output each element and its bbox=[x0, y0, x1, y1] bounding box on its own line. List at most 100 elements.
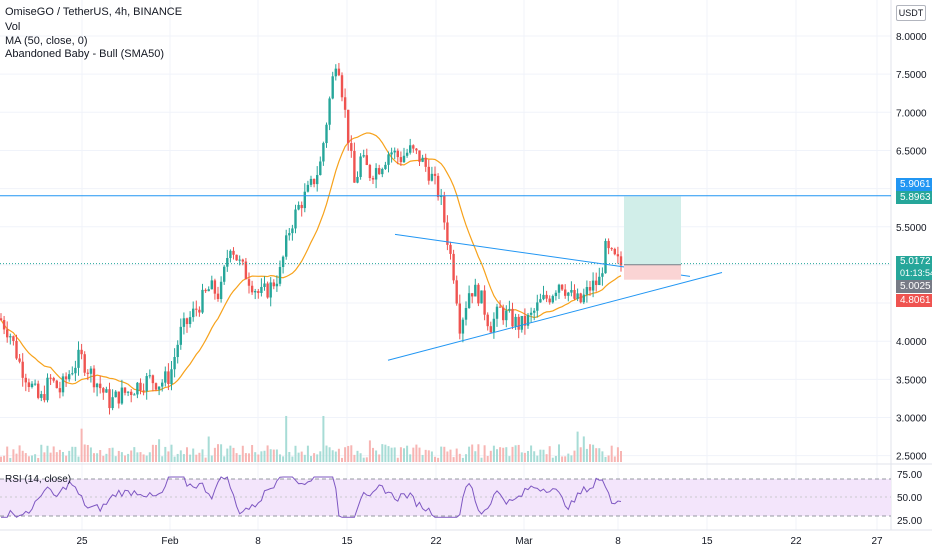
volume-bar bbox=[167, 451, 170, 462]
candle-body bbox=[495, 306, 499, 319]
volume-bar bbox=[251, 445, 254, 462]
candle bbox=[269, 277, 272, 307]
candle bbox=[523, 308, 527, 335]
volume-bar bbox=[86, 444, 89, 462]
candle bbox=[77, 341, 80, 376]
candle-body bbox=[511, 308, 514, 327]
candle bbox=[343, 88, 347, 118]
volume-bar bbox=[34, 454, 37, 462]
candle-body bbox=[539, 299, 542, 303]
candle bbox=[595, 272, 598, 292]
candle bbox=[477, 283, 480, 307]
price-axis-label: 7.5000 bbox=[896, 70, 927, 81]
volume-bar bbox=[130, 450, 133, 462]
volume-bar bbox=[496, 449, 498, 462]
last-price-value: 5.0172 bbox=[900, 256, 931, 267]
candle bbox=[198, 306, 201, 317]
candle-body bbox=[281, 256, 285, 267]
volume-bar bbox=[533, 451, 536, 462]
candle bbox=[421, 154, 424, 163]
volume-bar bbox=[300, 451, 303, 462]
candle-body bbox=[474, 284, 477, 297]
candle bbox=[257, 288, 260, 299]
candle-body bbox=[579, 293, 582, 303]
candle-body bbox=[291, 228, 294, 234]
candle-body bbox=[170, 369, 173, 384]
candle-body bbox=[61, 376, 65, 393]
candle-body bbox=[567, 292, 570, 296]
volume-bar bbox=[89, 447, 92, 462]
candle bbox=[582, 288, 585, 305]
volume-bar bbox=[288, 451, 291, 462]
currency-button[interactable]: USDT bbox=[896, 5, 926, 21]
volume-bar bbox=[430, 451, 433, 462]
candle-body bbox=[247, 279, 251, 286]
candle bbox=[154, 382, 158, 392]
volume-bar bbox=[483, 445, 486, 462]
candle bbox=[505, 305, 508, 328]
volume-bar bbox=[272, 449, 275, 462]
volume-bar bbox=[232, 447, 235, 462]
candle bbox=[567, 291, 570, 302]
candle bbox=[306, 180, 310, 193]
candle-body bbox=[9, 336, 12, 338]
candle bbox=[464, 301, 468, 326]
candle bbox=[133, 392, 136, 396]
candle-body bbox=[576, 293, 579, 299]
volume-bar bbox=[260, 451, 263, 462]
candle-body bbox=[216, 293, 220, 299]
candle bbox=[40, 390, 43, 402]
candle bbox=[461, 317, 465, 343]
candle-body bbox=[210, 280, 213, 290]
volume-bar bbox=[573, 450, 576, 462]
volume-bar bbox=[542, 449, 545, 462]
volume-bar bbox=[551, 457, 554, 462]
candle bbox=[415, 148, 418, 155]
candle-body bbox=[15, 340, 18, 359]
candle bbox=[188, 311, 192, 328]
candle-body bbox=[108, 389, 111, 409]
candle-body bbox=[204, 289, 207, 292]
volume-bar bbox=[145, 455, 148, 462]
candle-body bbox=[300, 204, 303, 209]
legend-pattern: Abandoned Baby - Bull (SMA50) bbox=[5, 48, 164, 60]
candle bbox=[495, 303, 499, 327]
candle bbox=[294, 204, 297, 234]
rsi-axis-label: 50.00 bbox=[897, 493, 922, 504]
candle-body bbox=[235, 254, 238, 261]
candle bbox=[204, 288, 207, 293]
candle bbox=[526, 312, 530, 329]
candle-body bbox=[33, 383, 37, 385]
candle bbox=[275, 275, 279, 292]
candle-body bbox=[508, 308, 511, 311]
candle bbox=[564, 284, 567, 299]
candle bbox=[591, 272, 595, 298]
candle bbox=[161, 379, 164, 392]
candle bbox=[176, 340, 179, 364]
candle-body bbox=[498, 306, 502, 308]
volume-bar bbox=[139, 452, 142, 462]
candle bbox=[2, 315, 6, 335]
candle bbox=[216, 286, 220, 302]
candle bbox=[492, 312, 496, 339]
candle-body bbox=[192, 308, 195, 318]
volume-bar bbox=[406, 445, 409, 462]
volume-bar bbox=[9, 457, 12, 462]
candle-body bbox=[74, 367, 77, 374]
candle-body bbox=[64, 376, 68, 380]
candle-body bbox=[198, 309, 201, 313]
volume-bar bbox=[248, 453, 250, 462]
volume-bar bbox=[21, 450, 24, 462]
candle-body bbox=[486, 314, 489, 327]
candle-body bbox=[151, 375, 155, 384]
candle-body bbox=[207, 289, 210, 292]
candle bbox=[610, 247, 613, 251]
volume-bar bbox=[517, 444, 520, 462]
volume-bar bbox=[182, 454, 185, 462]
bar-countdown: 01:13:54 bbox=[900, 268, 932, 278]
candle bbox=[201, 283, 204, 314]
candle-body bbox=[294, 209, 297, 229]
candle-body bbox=[433, 173, 437, 176]
